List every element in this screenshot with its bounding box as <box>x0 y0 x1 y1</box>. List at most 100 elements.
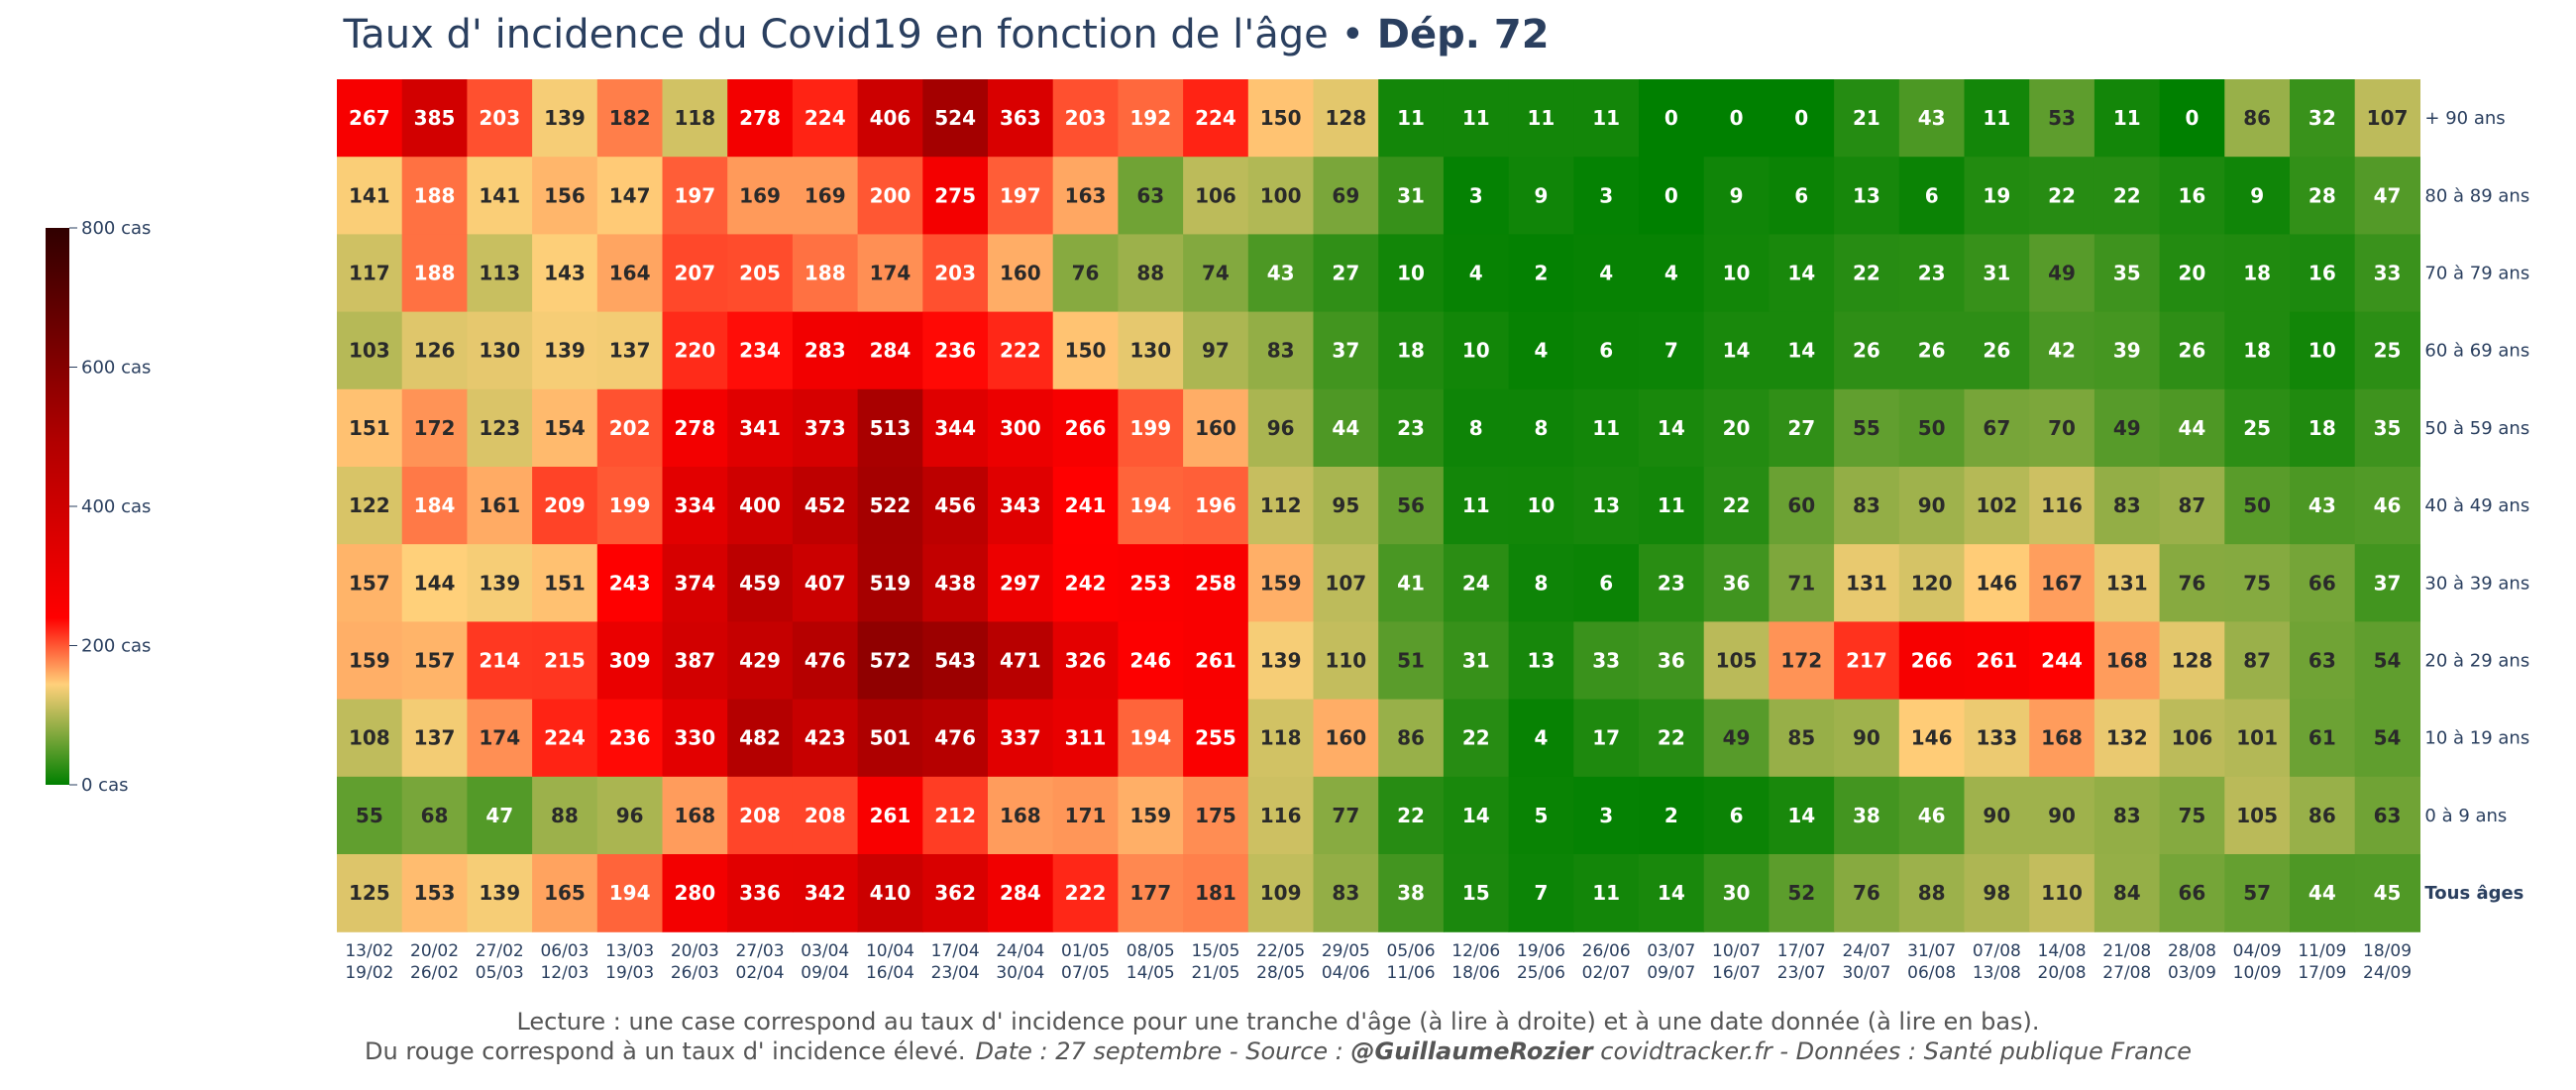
heatmap-cell <box>2290 79 2356 158</box>
cell-value-label: 31 <box>1983 262 2010 285</box>
cell-value-label: 406 <box>870 106 912 130</box>
cell-value-label: 139 <box>479 571 520 595</box>
cell-value-label: 363 <box>1000 106 1041 130</box>
heatmap-cell <box>857 157 923 235</box>
cell-value-label: 9 <box>1534 183 1548 207</box>
x-tick-end-date: 26/02 <box>410 963 459 983</box>
cell-value-label: 14 <box>1787 339 1815 363</box>
cell-value-label: 66 <box>2179 881 2206 905</box>
heatmap-cell <box>1573 544 1640 622</box>
x-tick-end-date: 13/08 <box>1973 963 2021 983</box>
cell-value-label: 14 <box>1658 881 1685 905</box>
heatmap-cell <box>1639 79 1705 158</box>
heatmap-cell <box>1052 854 1119 932</box>
cell-value-label: 423 <box>805 726 846 750</box>
heatmap-cell <box>1964 621 2030 701</box>
heatmap-cell <box>922 311 989 390</box>
heatmap-cell <box>401 79 468 158</box>
heatmap-cell <box>2224 467 2291 545</box>
heatmap-cell <box>922 544 989 622</box>
y-axis-label: 70 à 79 ans <box>2424 264 2529 284</box>
heatmap-cell <box>1834 854 1900 932</box>
heatmap-cell <box>727 311 794 390</box>
cell-value-label: 330 <box>674 726 715 750</box>
cell-value-label: 11 <box>1592 881 1620 905</box>
heatmap-cell <box>1183 621 1249 701</box>
x-tick-end-date: 30/07 <box>1842 963 1890 983</box>
cell-value-label: 171 <box>1065 804 1107 827</box>
heatmap-cell <box>1573 79 1640 158</box>
heatmap-cell <box>1508 79 1574 158</box>
y-axis-label: 0 à 9 ans <box>2424 806 2507 826</box>
x-tick-start-date: 29/05 <box>1322 941 1370 961</box>
heatmap-cell <box>1964 699 2030 778</box>
cell-value-label: 311 <box>1065 726 1107 750</box>
x-tick-start-date: 01/05 <box>1061 941 1110 961</box>
cell-value-label: 88 <box>551 804 579 827</box>
cell-value-label: 118 <box>674 106 715 130</box>
heatmap-cell <box>2029 79 2095 158</box>
cell-value-label: 37 <box>1332 339 1359 363</box>
heatmap-cell <box>1183 234 1249 313</box>
cell-value-label: 83 <box>2113 493 2141 517</box>
cell-value-label: 83 <box>1267 339 1295 363</box>
cell-value-label: 141 <box>349 183 390 207</box>
heatmap-cell <box>1247 621 1315 701</box>
heatmap-cell <box>1769 157 1835 235</box>
heatmap-cell <box>1769 776 1835 855</box>
cell-value-label: 63 <box>1136 183 1164 207</box>
heatmap-cell <box>532 776 598 855</box>
cell-value-label: 15 <box>1462 881 1490 905</box>
heatmap-cell <box>467 234 533 313</box>
heatmap-cell <box>727 79 794 158</box>
cell-value-label: 51 <box>1397 649 1425 673</box>
heatmap-cell <box>1247 776 1315 855</box>
heatmap-cell <box>1834 544 1900 622</box>
cell-value-label: 112 <box>1260 493 1302 517</box>
heatmap-cell <box>467 467 533 545</box>
x-tick-end-date: 17/09 <box>2298 963 2346 983</box>
cell-value-label: 139 <box>544 339 586 363</box>
cell-value-label: 255 <box>1195 726 1236 750</box>
heatmap-cell <box>1769 854 1835 932</box>
heatmap-cell <box>532 234 598 313</box>
title-department: Dép. 72 <box>1377 12 1550 57</box>
heatmap-cell <box>1964 234 2030 313</box>
heatmap-cell <box>467 544 533 622</box>
x-tick-start-date: 28/08 <box>2168 941 2216 961</box>
cell-value-label: 522 <box>870 493 912 517</box>
x-tick-end-date: 02/07 <box>1582 963 1631 983</box>
heatmap-cell <box>401 157 468 235</box>
heatmap-cell <box>2029 157 2095 235</box>
heatmap-cell <box>1183 157 1249 235</box>
heatmap-cell <box>1508 544 1574 622</box>
heatmap-cell <box>1183 79 1249 158</box>
cell-value-label: 168 <box>674 804 715 827</box>
heatmap-cell <box>1898 311 1966 390</box>
heatmap-cell <box>857 467 923 545</box>
heatmap-cell <box>1183 544 1249 622</box>
heatmap-cell <box>1378 388 1445 468</box>
cell-value-label: 147 <box>609 183 651 207</box>
cell-value-label: 241 <box>1065 493 1107 517</box>
cell-value-label: 154 <box>544 416 586 440</box>
cell-value-label: 150 <box>1260 106 1302 130</box>
cell-value-label: 280 <box>674 881 715 905</box>
heatmap-cell <box>1898 157 1966 235</box>
heatmap-cell <box>2029 388 2095 468</box>
heatmap-cell <box>1313 157 1379 235</box>
heatmap-cell <box>1639 234 1705 313</box>
x-tick-start-date: 20/02 <box>410 941 459 961</box>
heatmap-cell <box>988 544 1054 622</box>
cell-value-label: 6 <box>1794 183 1808 207</box>
heatmap-cell <box>988 79 1054 158</box>
heatmap-cell <box>1639 621 1705 701</box>
heatmap-cell <box>1639 311 1705 390</box>
heatmap-cell <box>596 157 664 235</box>
cell-value-label: 0 <box>2185 106 2199 130</box>
colorbar-tick-label: 400 cas <box>81 496 151 517</box>
heatmap-cell <box>2354 854 2420 932</box>
heatmap-cell <box>2093 621 2161 701</box>
cell-value-label: 117 <box>349 262 390 285</box>
cell-value-label: 137 <box>414 726 456 750</box>
